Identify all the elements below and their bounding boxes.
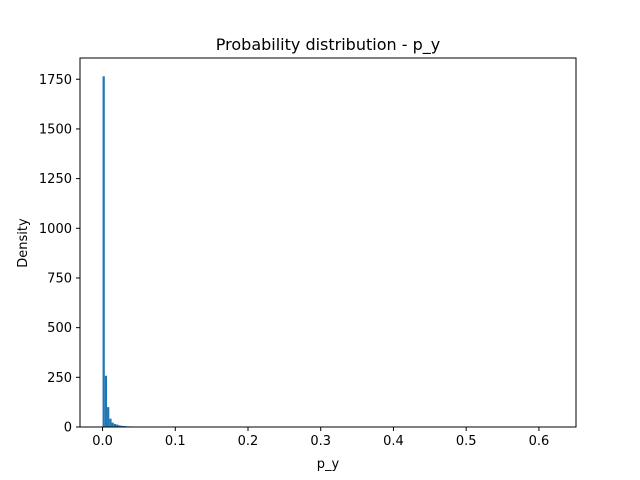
x-tick-label: 0.0: [92, 434, 113, 449]
y-axis-ticks: 0 250 500 750 1000 1250 1500 1750: [39, 73, 80, 436]
x-axis-ticks: 0.0 0.1 0.2 0.3 0.4 0.5 0.6: [92, 427, 549, 449]
y-tick-label: 1500: [39, 122, 72, 137]
x-axis-label: p_y: [317, 457, 340, 472]
x-tick-label: 0.6: [529, 434, 550, 449]
histogram-bar: [109, 418, 112, 427]
y-tick-label: 1750: [39, 73, 72, 88]
y-tick-label: 1250: [39, 172, 72, 187]
chart-title: Probability distribution - p_y: [216, 35, 440, 55]
y-tick-label: 500: [47, 321, 72, 336]
bars-group: [102, 76, 173, 427]
y-tick-label: 1000: [39, 222, 72, 237]
x-tick-label: 0.5: [456, 434, 477, 449]
y-tick-label: 250: [47, 371, 72, 386]
x-tick-label: 0.1: [165, 434, 186, 449]
histogram-bar: [120, 425, 123, 427]
x-tick-label: 0.4: [383, 434, 404, 449]
histogram-bar: [116, 424, 119, 427]
y-axis-label: Density: [16, 218, 31, 268]
x-tick-label: 0.3: [310, 434, 331, 449]
histogram-bar: [118, 425, 121, 427]
y-tick-label: 750: [47, 271, 72, 286]
histogram-bar: [104, 375, 108, 427]
histogram-bar: [107, 407, 110, 427]
x-tick-label: 0.2: [238, 434, 259, 449]
histogram-bar: [102, 76, 105, 427]
y-tick-label: 0: [64, 421, 72, 436]
histogram-bar: [111, 422, 114, 427]
plot-frame: [79, 57, 577, 428]
histogram-bar: [113, 424, 117, 427]
